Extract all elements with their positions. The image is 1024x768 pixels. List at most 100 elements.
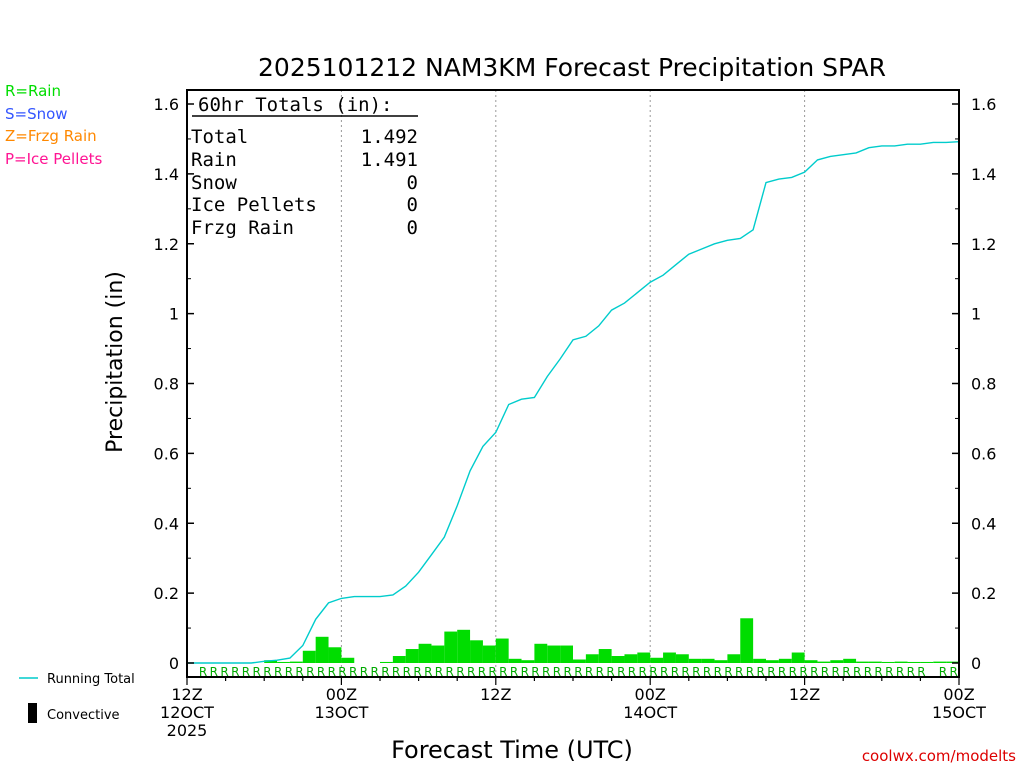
ptype-label: R [510,665,518,679]
totals-label: Rain [191,149,237,171]
ptype-label: R [853,665,861,679]
y-tick-label: 1.6 [154,95,179,114]
totals-value: 0 [407,217,418,239]
totals-label: Snow [191,172,237,194]
bottom-legend: Running Total Convective [19,672,135,723]
precip-bar [753,658,766,663]
ptype-label: R [821,665,829,679]
credit: coolwx.com/modelts [862,747,1016,765]
y-tick-label: 0.8 [971,375,996,394]
ptype-label: R [220,665,228,679]
precip-bar [560,645,573,663]
ptype-label: R [917,665,925,679]
ptype-label: R [467,665,475,679]
precip-bar [624,654,638,663]
y-tick-label: 0.4 [971,514,996,533]
ptype-legend: R=Rain S=Snow Z=Frzg Rain P=Ice Pellets [5,82,102,168]
precip-bar [534,643,548,663]
precip-bar [933,661,947,663]
totals-box: 60hr Totals (in): Total 1.492 Rain 1.491… [191,94,418,239]
precip-bar [289,661,303,663]
legend-rain: R=Rain [5,82,61,100]
ptype-label: R [199,665,207,679]
precip-bar [380,661,393,663]
convective-legend-label: Convective [47,708,120,723]
ptype-label: R [789,665,797,679]
ptype-label: R [295,665,303,679]
y-tick-label: 0.4 [154,514,179,533]
precip-bar [508,658,522,663]
ptype-label: R [606,665,614,679]
y-tick-label: 1.6 [971,95,996,114]
precip-bar [727,654,741,663]
chart-title: 2025101212 NAM3KM Forecast Precipitation… [258,53,886,82]
precip-bar [701,658,715,663]
precip-bar [405,649,419,663]
ptype-label: R [596,665,604,679]
totals-header: 60hr Totals (in): [198,94,392,116]
x-tick-label: 13OCT [314,703,368,722]
ptype-label: R [874,665,882,679]
ptype-label: R [531,665,539,679]
ptype-label: R [660,665,668,679]
precip-bar [328,647,342,663]
precip-bar [277,661,290,663]
y-axis-right: 0 0.2 0.4 0.6 0.8 1 1.2 1.4 1.6 [952,95,996,673]
ptype-label: R [521,665,529,679]
ptype-label: R [370,665,378,679]
x-tick-label: 2025 [167,721,208,740]
totals-value: 0 [407,194,418,216]
precip-bar [495,638,509,663]
totals-value: 1.492 [361,126,418,148]
x-axis-label: Forecast Time (UTC) [391,736,633,764]
ptype-label: R [671,665,679,679]
ptype-label: R [832,665,840,679]
convective-legend-swatch [28,703,37,723]
ptype-label: R [639,665,647,679]
ptype-label: R [392,665,400,679]
legend-ice-pellets: P=Ice Pellets [5,150,102,168]
precip-bar [675,654,689,663]
precip-bar [894,661,908,663]
x-tick-label: 12Z [789,685,820,704]
ptype-label: R [714,665,722,679]
plot-frame [186,89,960,678]
precip-bar [418,643,432,663]
ptype-label: R [446,665,454,679]
precip-bar [341,657,355,663]
x-tick-label: 00Z [326,685,357,704]
precip-bar [778,658,792,663]
hourly-bars [264,618,959,663]
precip-bar [907,661,921,663]
ptype-label: R [306,665,314,679]
ptype-label: R [896,665,904,679]
precip-bar [804,660,818,663]
ptype-label: R [317,665,325,679]
ptype-label: R [360,665,368,679]
precip-bar [598,649,612,663]
ptype-label: R [424,665,432,679]
x-tick-label: 12OCT [160,703,214,722]
ptype-label: R [907,665,915,679]
totals-label: Ice Pellets [191,194,317,216]
ptype-label: R [724,665,732,679]
ptype-label: R [746,665,754,679]
ptype-label: R [553,665,561,679]
precip-bar [830,660,844,663]
precip-bar [740,618,754,663]
ptype-label: R [681,665,689,679]
ptype-label: R [488,665,496,679]
precip-bar [637,652,651,663]
ptype-label: R [703,665,711,679]
precip-bar [714,660,728,663]
precip-bar [650,657,664,663]
totals-value: 1.491 [361,149,418,171]
ptype-label: R [939,665,947,679]
x-tick-label: 00Z [635,685,666,704]
precip-bar [585,654,599,663]
y-tick-label: 0 [169,654,179,673]
x-tick-label: 14OCT [623,703,677,722]
ptype-label: R [842,665,850,679]
